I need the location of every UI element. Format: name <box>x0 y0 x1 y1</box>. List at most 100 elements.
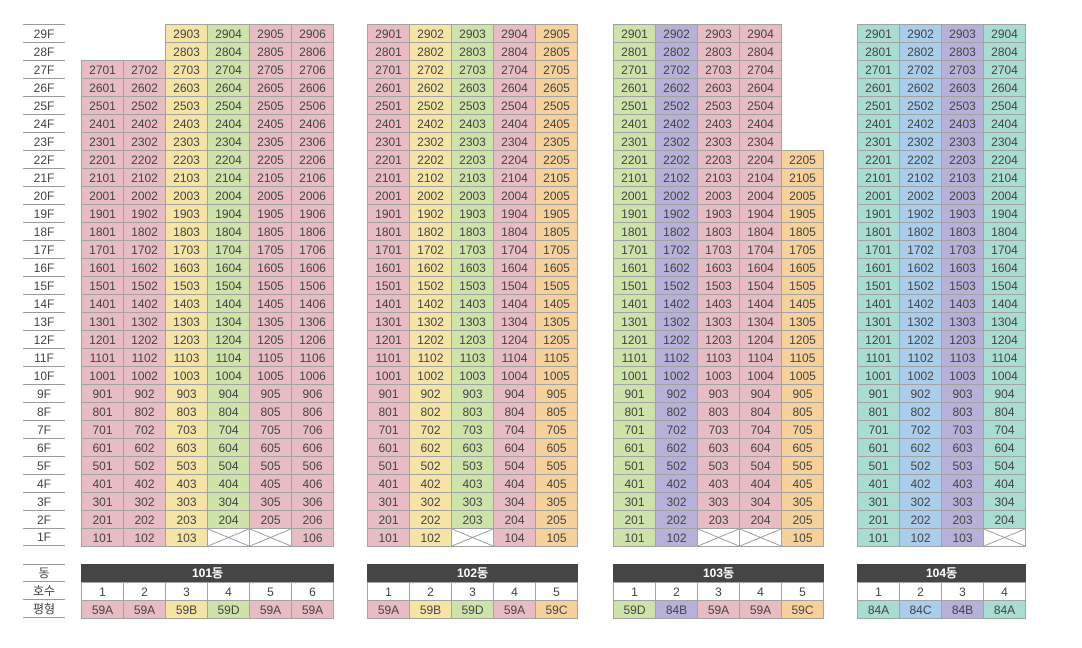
unit-cell: 2702 <box>899 60 942 79</box>
floor-label: 3F <box>23 492 65 510</box>
unit-cell: 2601 <box>613 78 656 97</box>
line-number: 4 <box>739 582 782 601</box>
unit-cell: 301 <box>613 492 656 511</box>
unit-cell: 201 <box>81 510 124 529</box>
unit-cell: 2501 <box>613 96 656 115</box>
unit-cell: 2502 <box>409 96 452 115</box>
unit-cell: 806 <box>291 402 334 421</box>
unit-cell: 1701 <box>613 240 656 259</box>
unit-cell: 1301 <box>857 312 900 331</box>
unit-cell: 901 <box>857 384 900 403</box>
unit-cell: 403 <box>451 474 494 493</box>
unit-cell: 1903 <box>697 204 740 223</box>
unit-cell: 1203 <box>697 330 740 349</box>
unit-cell: 1205 <box>535 330 578 349</box>
unit-type: 84C <box>899 600 942 619</box>
unit-cell: 2002 <box>655 186 698 205</box>
unit-cell: 1804 <box>493 222 536 241</box>
unit-cell: 2202 <box>899 150 942 169</box>
unit-cell: 2904 <box>739 24 782 43</box>
unit-cell: 401 <box>857 474 900 493</box>
unit-cell: 2602 <box>123 78 166 97</box>
unit-cell: 2505 <box>249 96 292 115</box>
line-number: 3 <box>697 582 740 601</box>
unit-cell: 1802 <box>123 222 166 241</box>
unit-cell: 1305 <box>535 312 578 331</box>
building-header: 103동 <box>613 564 824 582</box>
unit-cell: 1204 <box>983 330 1026 349</box>
unit-type: 59B <box>165 600 208 619</box>
unit-cell: 2902 <box>409 24 452 43</box>
unit-cell: 1205 <box>249 330 292 349</box>
unit-cell: 1701 <box>857 240 900 259</box>
unit-cell: 303 <box>451 492 494 511</box>
unit-cell: 202 <box>899 510 942 529</box>
unit-cell: 2701 <box>857 60 900 79</box>
unit-cell: 504 <box>493 456 536 475</box>
unit-cell: 1401 <box>613 294 656 313</box>
unit-cell: 901 <box>367 384 410 403</box>
unit-cell: 2004 <box>983 186 1026 205</box>
unit-cell: 2704 <box>207 60 250 79</box>
unit-cell: 2503 <box>165 96 208 115</box>
unit-cell: 1004 <box>983 366 1026 385</box>
unit-cell: 2005 <box>249 186 292 205</box>
unit-type: 59A <box>493 600 536 619</box>
unit-cell: 2603 <box>697 78 740 97</box>
unit-cell: 1202 <box>409 330 452 349</box>
unit-cell: 2205 <box>535 150 578 169</box>
unit-cell: 904 <box>983 384 1026 403</box>
unit-cell: 502 <box>899 456 942 475</box>
unit-cell: 1205 <box>781 330 824 349</box>
unit-cell: 502 <box>409 456 452 475</box>
unit-cell: 2601 <box>81 78 124 97</box>
unit-cell: 206 <box>291 510 334 529</box>
unit-cell: 1503 <box>451 276 494 295</box>
unit-cell: 1501 <box>857 276 900 295</box>
unit-cell: 1103 <box>451 348 494 367</box>
unit-cell: 501 <box>81 456 124 475</box>
unit-cell: 2501 <box>81 96 124 115</box>
unit-cell: 1501 <box>613 276 656 295</box>
unit-cell: 1404 <box>207 294 250 313</box>
unit-type: 59A <box>123 600 166 619</box>
floor-label: 16F <box>23 258 65 276</box>
line-number: 1 <box>81 582 124 601</box>
unit-cell: 402 <box>123 474 166 493</box>
unit-cell: 2402 <box>655 114 698 133</box>
unit-cell: 803 <box>165 402 208 421</box>
unit-cell: 1104 <box>983 348 1026 367</box>
unit-cell: 2703 <box>941 60 984 79</box>
unit-cell: 604 <box>493 438 536 457</box>
unit-cell: 1304 <box>207 312 250 331</box>
unit-cell: 102 <box>123 528 166 547</box>
unit-cell: 301 <box>81 492 124 511</box>
unit-cell: 1401 <box>367 294 410 313</box>
unit-cell: 1603 <box>451 258 494 277</box>
unit-cell: 2604 <box>493 78 536 97</box>
unit-cell: 2001 <box>613 186 656 205</box>
unit-cell: 1605 <box>535 258 578 277</box>
floor-label: 14F <box>23 294 65 312</box>
unit-cell: 2102 <box>655 168 698 187</box>
unit-cell: 2403 <box>697 114 740 133</box>
unit-cell: 1304 <box>983 312 1026 331</box>
unit-cell: 1305 <box>249 312 292 331</box>
unit-cell: 602 <box>123 438 166 457</box>
line-number: 3 <box>451 582 494 601</box>
unit-cell: 603 <box>165 438 208 457</box>
unit-cell: 506 <box>291 456 334 475</box>
unit-cell: 203 <box>697 510 740 529</box>
unit-cell: 2401 <box>613 114 656 133</box>
unit-cell: 804 <box>207 402 250 421</box>
floor-label: 12F <box>23 330 65 348</box>
unit-cell: 205 <box>781 510 824 529</box>
unit-cell: 1304 <box>493 312 536 331</box>
unit-cell: 2403 <box>165 114 208 133</box>
unit-cell: 1901 <box>367 204 410 223</box>
unit-cell: 1001 <box>367 366 410 385</box>
unit-cell: 1102 <box>409 348 452 367</box>
unit-cell: 1302 <box>899 312 942 331</box>
unit-cell: 1103 <box>941 348 984 367</box>
unit-cell: 1903 <box>941 204 984 223</box>
